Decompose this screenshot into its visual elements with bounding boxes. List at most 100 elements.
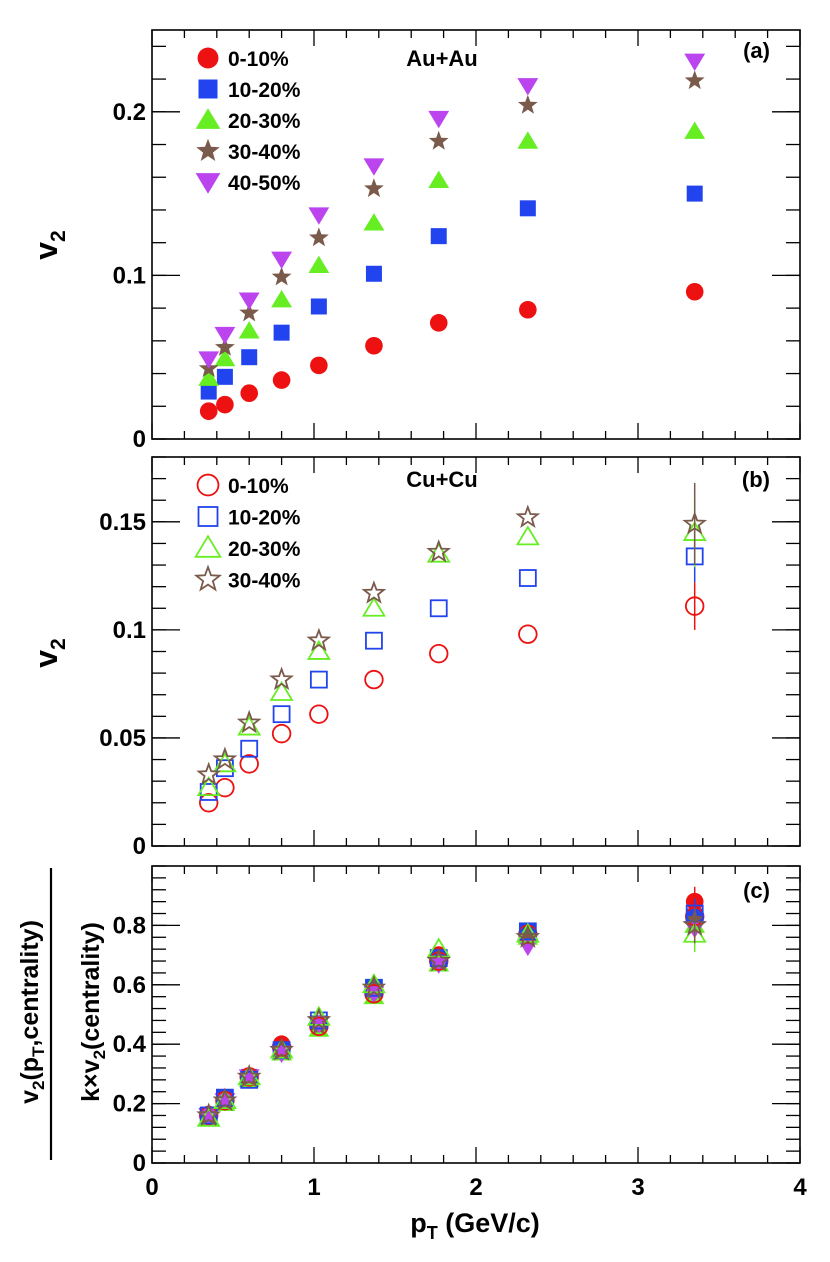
data-point — [269, 680, 294, 701]
data-point — [310, 356, 328, 375]
data-point — [269, 1037, 294, 1061]
legend-label: 0-10% — [228, 475, 289, 498]
data-point — [426, 937, 451, 958]
data-point — [682, 510, 708, 535]
legend-marker — [194, 534, 222, 558]
data-point — [212, 1088, 237, 1109]
data-point — [216, 395, 234, 414]
data-point — [365, 336, 383, 355]
data-point — [364, 178, 384, 198]
y-tick-label: 0.4 — [113, 1031, 147, 1058]
data-point — [269, 666, 294, 691]
collision-system-label: Au+Au — [406, 46, 478, 71]
data-point — [365, 265, 382, 282]
data-point — [238, 292, 260, 310]
series-0-10- — [199, 282, 704, 420]
data-point — [198, 793, 219, 813]
data-point — [198, 351, 220, 369]
data-point — [517, 94, 538, 114]
panel-tag: (c) — [743, 878, 770, 903]
data-point — [684, 121, 706, 139]
panel-c: 0 0.2 0.4 0.6 0.8 0 1 2 3 4 (c) — [113, 865, 807, 1201]
data-point — [361, 974, 387, 999]
series-cu-cu-20-30- — [196, 916, 707, 1127]
data-point — [361, 596, 386, 617]
y-tick-label: 0.8 — [113, 912, 146, 939]
data-point — [239, 302, 260, 322]
x-tick-label: 1 — [307, 1174, 320, 1201]
legend-marker — [195, 108, 221, 129]
data-point — [519, 300, 537, 319]
data-point — [363, 213, 385, 231]
legend-label: 0-10% — [228, 48, 289, 71]
data-point — [212, 1087, 238, 1112]
legend-marker — [198, 79, 218, 99]
series-au-au-40-50- — [198, 919, 706, 1126]
data-point — [199, 402, 218, 420]
panel-c-ylabel-denominator: k×v2(centrality) — [77, 922, 109, 1102]
series-40-50- — [198, 53, 706, 369]
legend-label: 10-20% — [228, 79, 301, 102]
y-tick-label: 0.05 — [99, 725, 146, 752]
data-point — [426, 948, 452, 972]
data-point — [361, 580, 387, 604]
data-point — [309, 670, 328, 689]
data-point — [271, 290, 293, 308]
data-point — [686, 185, 703, 202]
data-point — [240, 384, 258, 402]
data-point — [426, 539, 452, 563]
data-point — [426, 542, 451, 563]
data-point — [517, 78, 539, 96]
data-point — [196, 1102, 222, 1127]
series-au-au-30-40- — [198, 909, 705, 1124]
data-point — [682, 912, 708, 936]
series-cu-cu-10-20- — [199, 898, 704, 1125]
y-tick-label: 0.2 — [113, 1091, 146, 1118]
panel-a-ylabel: v2 — [28, 230, 70, 259]
legend-label: 20-30% — [228, 110, 301, 133]
panel-c-ylabel-numerator: v2(pT,centrality) — [16, 920, 48, 1104]
data-point — [271, 251, 293, 269]
series-10-20- — [200, 185, 703, 400]
x-tick-label: 3 — [631, 1174, 644, 1201]
data-point — [309, 227, 329, 247]
data-point — [272, 371, 291, 389]
data-point — [269, 1038, 294, 1059]
legend-label: 20-30% — [228, 538, 301, 561]
data-point — [429, 643, 449, 664]
data-point — [363, 158, 385, 176]
y-tick-label: 0 — [133, 426, 146, 453]
y-tick-label: 0.1 — [113, 262, 146, 289]
data-point — [237, 1065, 262, 1086]
series-cu-cu-0-10- — [198, 904, 705, 1126]
data-point — [306, 639, 331, 660]
data-point — [308, 255, 330, 274]
panel-tag: (a) — [743, 38, 770, 63]
y-tick-label: 0.1 — [113, 617, 146, 644]
legend-label: 30-40% — [228, 141, 301, 164]
data-point — [310, 298, 327, 315]
data-point — [685, 596, 705, 616]
data-point — [365, 631, 383, 650]
legend: 0-10% 10-20% 20-30% 30-40% — [193, 473, 301, 593]
data-point — [214, 348, 236, 367]
data-point — [430, 228, 447, 245]
data-point — [428, 110, 450, 129]
series-20-30- — [198, 121, 706, 386]
y-tick-label: 0.15 — [99, 509, 146, 536]
data-point — [519, 200, 536, 217]
data-point — [273, 324, 290, 341]
data-point — [271, 723, 292, 744]
data-point — [364, 669, 384, 690]
data-point — [239, 754, 259, 774]
data-point — [518, 569, 537, 587]
data-point — [306, 1007, 332, 1032]
data-point — [515, 525, 540, 546]
panel-tag: (b) — [742, 467, 770, 492]
data-point — [241, 349, 258, 366]
series-0-10- — [198, 582, 705, 813]
y-tick-label: 0 — [133, 1150, 146, 1177]
y-tick-label: 0 — [133, 833, 146, 860]
data-point — [428, 130, 449, 150]
